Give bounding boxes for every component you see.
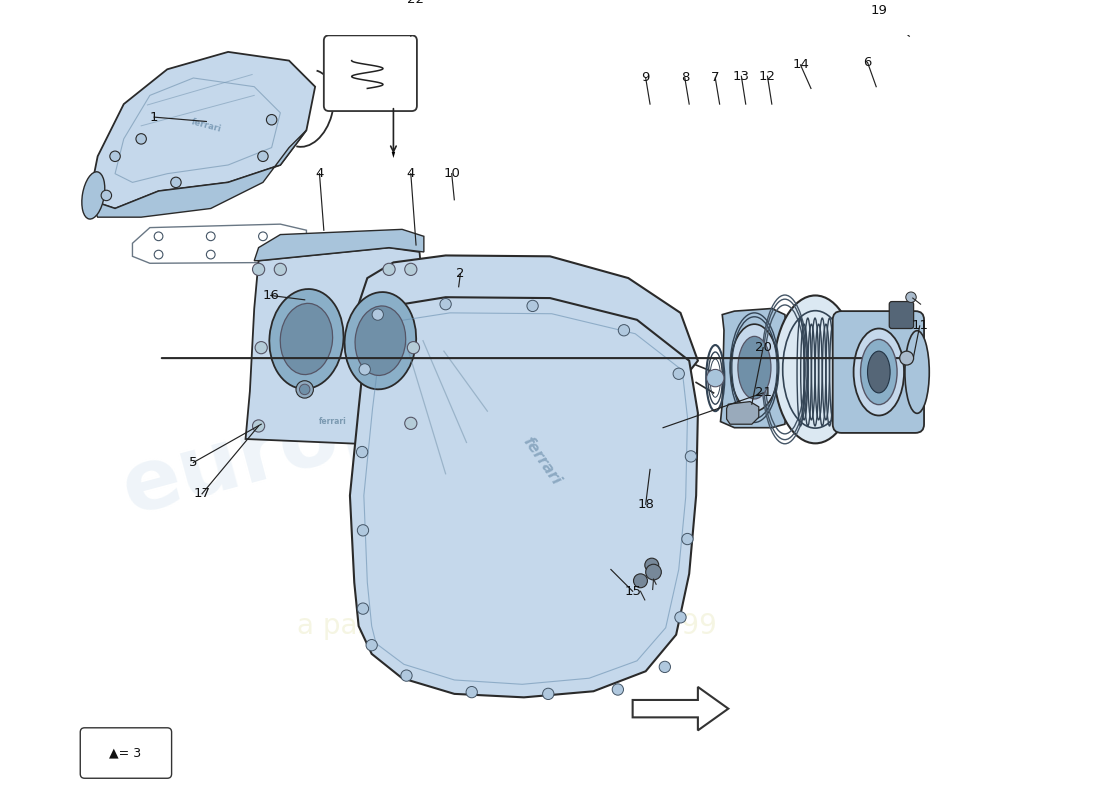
Circle shape	[372, 309, 384, 320]
Circle shape	[659, 662, 671, 673]
Text: 18: 18	[637, 498, 654, 510]
Circle shape	[170, 177, 182, 188]
Circle shape	[359, 364, 371, 375]
Text: 4: 4	[407, 167, 415, 180]
Circle shape	[407, 342, 419, 354]
Circle shape	[673, 368, 684, 379]
Circle shape	[674, 612, 686, 623]
Text: 19: 19	[870, 4, 888, 17]
Ellipse shape	[344, 292, 416, 390]
Text: 5: 5	[189, 456, 198, 469]
Circle shape	[299, 384, 310, 394]
Ellipse shape	[905, 330, 930, 414]
Text: 17: 17	[194, 487, 210, 500]
Circle shape	[682, 534, 693, 545]
Text: ferrari: ferrari	[190, 118, 222, 134]
Circle shape	[527, 300, 538, 311]
Text: ferrari: ferrari	[519, 434, 563, 487]
Polygon shape	[89, 52, 315, 209]
Polygon shape	[632, 687, 728, 730]
Text: a passion for parts since 1999: a passion for parts since 1999	[297, 612, 716, 640]
Circle shape	[618, 325, 629, 336]
Ellipse shape	[280, 303, 332, 374]
Polygon shape	[359, 255, 697, 382]
Circle shape	[358, 525, 368, 536]
Polygon shape	[392, 152, 395, 158]
Text: 13: 13	[733, 70, 750, 82]
Text: 20: 20	[755, 341, 771, 354]
Polygon shape	[720, 309, 786, 428]
Circle shape	[440, 298, 451, 310]
Text: 21: 21	[755, 386, 771, 399]
FancyBboxPatch shape	[323, 35, 417, 111]
Circle shape	[542, 688, 554, 699]
Ellipse shape	[854, 329, 904, 415]
Text: 12: 12	[759, 70, 775, 82]
Circle shape	[253, 420, 265, 432]
Text: 4: 4	[316, 167, 323, 180]
Ellipse shape	[81, 172, 104, 219]
Text: 16: 16	[262, 289, 279, 302]
Circle shape	[405, 263, 417, 275]
Text: 10: 10	[443, 167, 460, 180]
Text: ferrari: ferrari	[319, 417, 346, 426]
Circle shape	[706, 370, 724, 387]
Circle shape	[266, 114, 277, 125]
Circle shape	[274, 263, 286, 275]
Ellipse shape	[738, 336, 771, 399]
Text: 15: 15	[624, 585, 641, 598]
Text: 22: 22	[407, 0, 424, 6]
FancyBboxPatch shape	[833, 311, 924, 433]
Circle shape	[356, 446, 367, 458]
Circle shape	[613, 684, 624, 695]
Circle shape	[645, 558, 659, 572]
Circle shape	[634, 574, 648, 588]
Polygon shape	[89, 130, 307, 217]
Text: 8: 8	[681, 71, 689, 85]
Text: 11: 11	[911, 319, 928, 333]
Circle shape	[646, 564, 661, 580]
Circle shape	[101, 190, 111, 201]
Circle shape	[110, 151, 120, 162]
Text: 2: 2	[456, 267, 464, 280]
Text: 1: 1	[150, 110, 158, 124]
Circle shape	[400, 670, 412, 682]
FancyBboxPatch shape	[80, 728, 172, 778]
Circle shape	[366, 639, 377, 651]
Circle shape	[136, 134, 146, 144]
Circle shape	[257, 151, 268, 162]
Circle shape	[905, 292, 916, 302]
Circle shape	[296, 381, 314, 398]
Text: europerarts: europerarts	[112, 302, 692, 532]
Polygon shape	[350, 298, 697, 698]
Circle shape	[466, 686, 477, 698]
Text: 7: 7	[711, 71, 719, 85]
Polygon shape	[254, 230, 424, 261]
Ellipse shape	[355, 306, 406, 375]
Circle shape	[255, 342, 267, 354]
Circle shape	[405, 418, 417, 430]
FancyBboxPatch shape	[889, 302, 914, 329]
Ellipse shape	[270, 289, 343, 389]
Text: ▲= 3: ▲= 3	[109, 746, 142, 759]
Text: 9: 9	[641, 71, 650, 85]
Ellipse shape	[730, 324, 779, 411]
Circle shape	[358, 603, 368, 614]
Circle shape	[253, 263, 265, 275]
Ellipse shape	[860, 339, 898, 405]
Text: 14: 14	[792, 58, 808, 71]
Ellipse shape	[774, 295, 857, 443]
Circle shape	[685, 450, 696, 462]
Circle shape	[900, 351, 914, 365]
Polygon shape	[245, 248, 424, 445]
Ellipse shape	[868, 351, 890, 393]
Text: 6: 6	[864, 56, 871, 69]
Circle shape	[383, 263, 395, 275]
Polygon shape	[727, 402, 759, 424]
